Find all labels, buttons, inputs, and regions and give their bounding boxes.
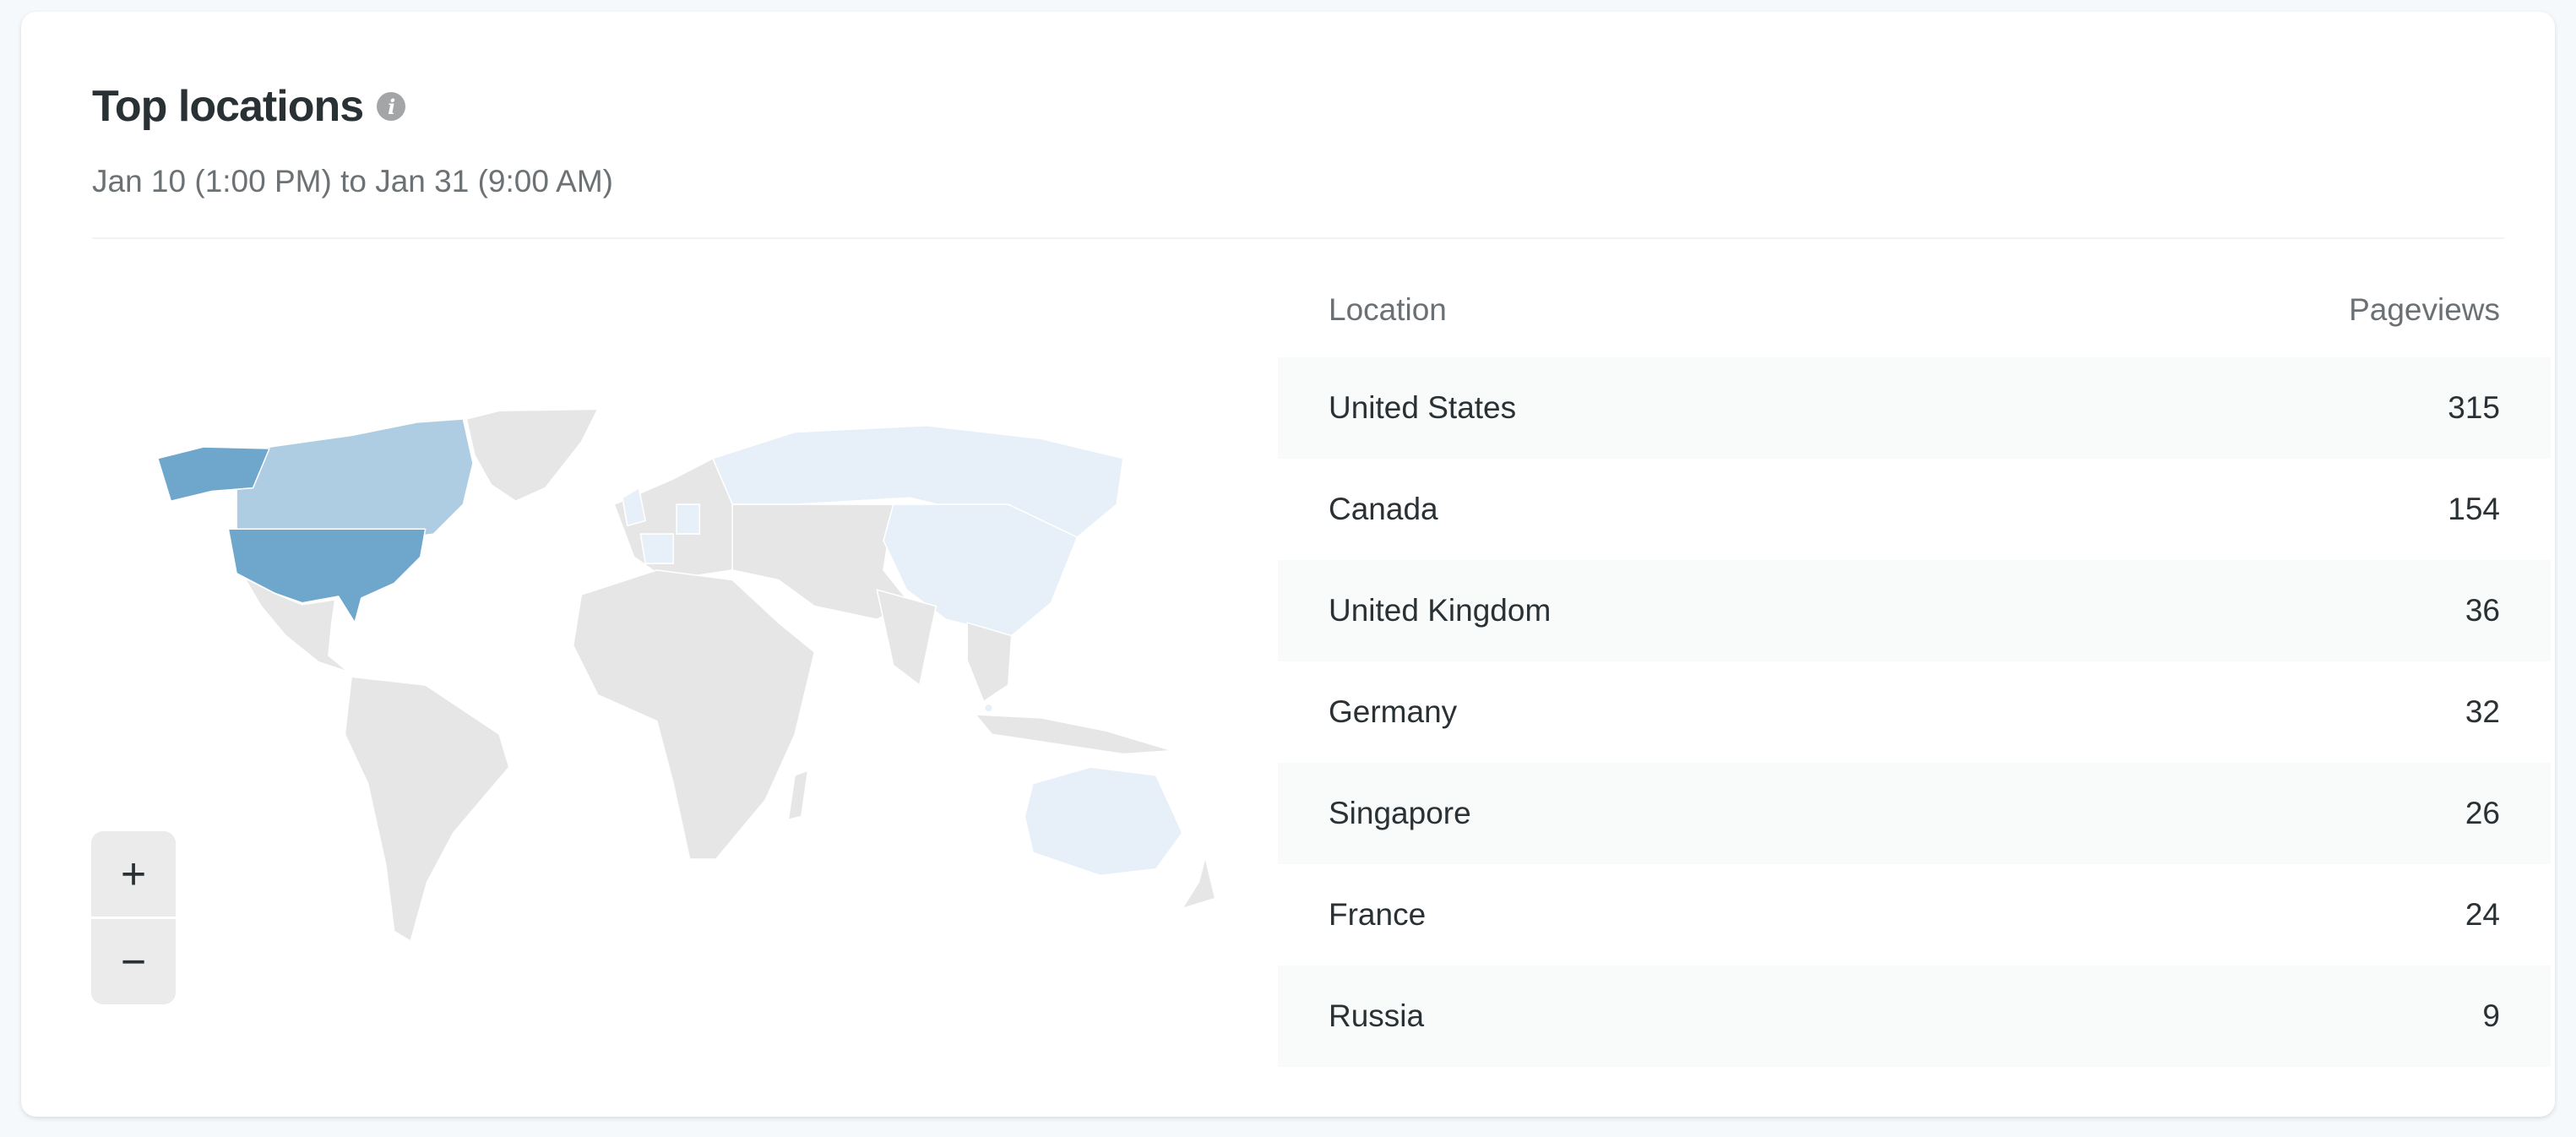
header-location[interactable]: Location [1329,291,1447,327]
location-name: Germany [1329,694,1458,729]
divider [92,237,2504,239]
pageviews-count: 24 [2465,897,2500,932]
country-mexico[interactable] [244,577,350,673]
table-row[interactable]: United Kingdom 36 [1278,560,2551,661]
table-header: Location Pageviews [1278,262,2551,357]
pageviews-count: 9 [2482,998,2500,1033]
locations-table: Location Pageviews United States 315 Canad… [1278,262,2551,1067]
world-map[interactable] [89,389,1271,948]
pageviews-count: 26 [2465,796,2500,830]
pageviews-count: 315 [2448,390,2500,425]
region-southeast-asia[interactable] [966,622,1013,703]
country-india[interactable] [876,589,937,686]
continent-south-america[interactable] [344,676,510,943]
table-row[interactable]: Germany 32 [1278,661,2551,763]
pageviews-count: 36 [2465,593,2500,628]
country-greenland[interactable] [465,408,599,502]
region-indonesia[interactable] [975,714,1174,755]
country-france[interactable] [639,533,675,564]
zoom-in-button[interactable]: + [120,849,147,899]
table-row[interactable]: France 24 [1278,864,2551,966]
table-row[interactable]: Russia 9 [1278,966,2551,1067]
location-name: United States [1329,390,1517,425]
table-body: United States 315 Canada 154 United Kingdom 3… [1278,357,2551,1067]
date-range: Jan 10 (1:00 PM) to Jan 31 (9:00 AM) [92,164,613,199]
title-text: Top locations [92,82,364,131]
pageviews-count: 154 [2448,492,2500,526]
location-name: United Kingdom [1329,593,1552,628]
info-icon[interactable]: i [377,92,406,121]
location-name: Russia [1329,998,1425,1033]
map-zoom-controls: + − [91,831,176,1004]
country-new-zealand[interactable] [1182,857,1216,910]
continent-africa[interactable] [572,569,816,860]
header-pageviews[interactable]: Pageviews [2349,291,2500,327]
country-singapore[interactable] [983,703,994,713]
table-row[interactable]: Singapore 26 [1278,763,2551,864]
card-title: Top locations i [92,81,406,132]
country-us-alaska[interactable] [156,446,270,502]
country-australia[interactable] [1024,766,1183,877]
location-name: Singapore [1329,796,1471,830]
country-madagascar[interactable] [787,770,809,821]
zoom-out-button[interactable]: − [91,917,176,1004]
table-row[interactable]: Canada 154 [1278,459,2551,560]
country-canada[interactable] [236,418,474,538]
country-germany[interactable] [676,503,701,535]
pageviews-count: 32 [2465,694,2500,729]
country-united-kingdom[interactable] [622,487,646,527]
table-row[interactable]: United States 315 [1278,357,2551,459]
location-name: Canada [1329,492,1438,526]
location-name: France [1329,897,1427,932]
